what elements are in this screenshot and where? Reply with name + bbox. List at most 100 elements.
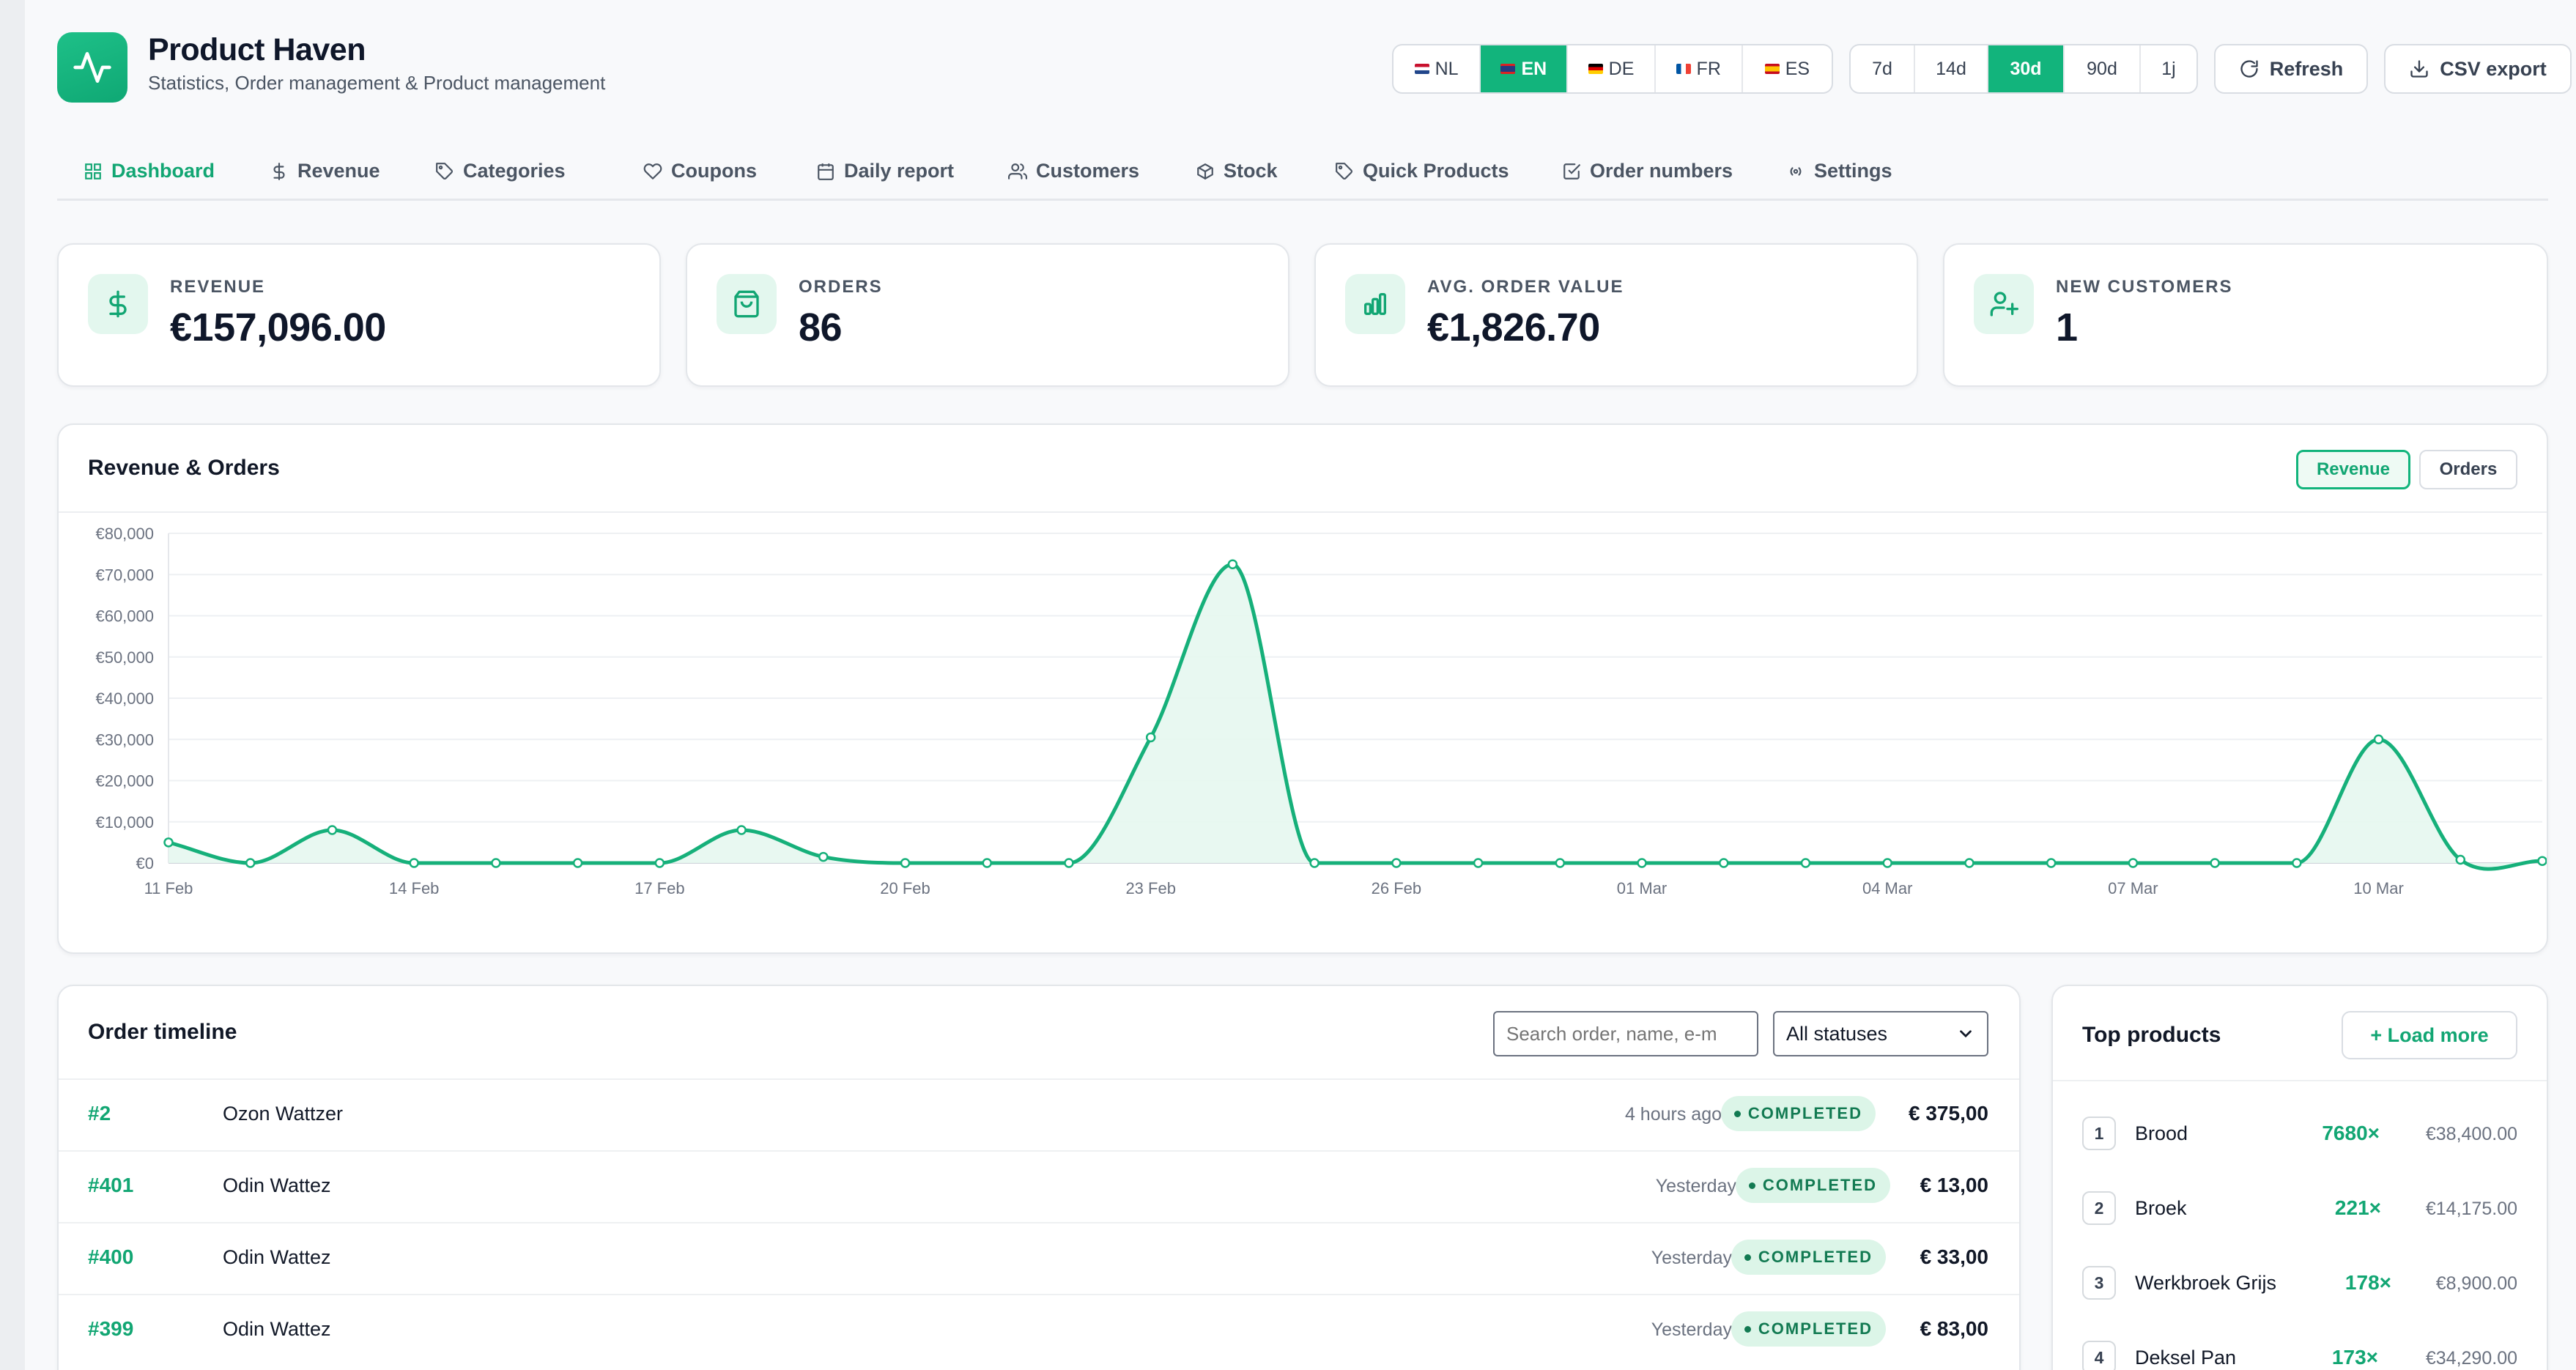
csv-export-button[interactable]: CSV export — [2384, 44, 2572, 94]
stat-card-avg-order: AVG. ORDER VALUE €1,826.70 — [1314, 243, 1918, 387]
order-number[interactable]: #400 — [88, 1245, 134, 1268]
revenue-point — [163, 837, 174, 848]
toggle-revenue-button[interactable]: Revenue — [2296, 450, 2410, 489]
y-tick-label: €30,000 — [95, 730, 154, 749]
order-customer: Odin Wattez — [223, 1246, 331, 1268]
order-row[interactable]: #400 Odin Wattez Yesterday COMPLETED € 3… — [59, 1222, 2019, 1294]
product-row[interactable]: 4 Deksel Pan 173× €34,290.00 — [2053, 1320, 2547, 1370]
tab-revenue-label: Revenue — [297, 160, 380, 182]
products-divider — [2053, 1080, 2547, 1081]
revenue-line — [168, 562, 2543, 871]
order-amount: € 375,00 — [1909, 1102, 1988, 1125]
lang-de-button[interactable]: DE — [1568, 45, 1656, 92]
lang-en-button[interactable]: EN — [1481, 45, 1569, 92]
status-text: COMPLETED — [1758, 1248, 1873, 1266]
range-14d-button[interactable]: 14d — [1915, 45, 1988, 92]
heart-icon — [643, 163, 662, 179]
revenue-point — [409, 858, 419, 868]
x-tick-label: 04 Mar — [1862, 879, 1912, 897]
refresh-icon — [2240, 60, 2258, 78]
order-number[interactable]: #399 — [88, 1317, 134, 1340]
lang-de-label: DE — [1608, 58, 1635, 79]
status-badge: COMPLETED — [1731, 1240, 1886, 1275]
top-products-card: Top products + Load more 1 Brood 7680× €… — [2051, 985, 2548, 1370]
csv-export-label: CSV export — [2440, 57, 2547, 80]
revenue-orders-card: Revenue & Orders Revenue Orders €0 €10,00… — [57, 423, 2548, 954]
revenue-point — [1064, 858, 1074, 868]
stat-value: €1,826.70 — [1427, 306, 1600, 349]
order-row[interactable]: #401 Odin Wattez Yesterday COMPLETED € 1… — [59, 1150, 2019, 1222]
y-tick-label: €0 — [136, 854, 154, 873]
tab-order-numbers[interactable]: Order numbers — [1562, 160, 1733, 182]
stat-label: NEW CUSTOMERS — [2056, 277, 2233, 297]
stat-card-orders: ORDERS 86 — [686, 243, 1289, 387]
order-number[interactable]: #401 — [88, 1174, 134, 1196]
range-30d-button[interactable]: 30d — [1988, 45, 2065, 92]
product-qty: 173× — [2331, 1346, 2378, 1369]
tab-settings[interactable]: Settings — [1786, 160, 1892, 182]
revenue-point — [2128, 858, 2139, 868]
range-1j-button[interactable]: 1j — [2161, 58, 2176, 79]
range-7d-button[interactable]: 7d — [1851, 45, 1915, 92]
revenue-point — [2537, 856, 2547, 866]
order-search-input[interactable] — [1493, 1011, 1758, 1056]
status-badge: COMPLETED — [1735, 1168, 1890, 1203]
revenue-point — [1637, 858, 1647, 868]
revenue-point — [2373, 734, 2384, 744]
tab-daily-report[interactable]: Daily report — [816, 160, 954, 182]
flag-fr-icon — [1676, 64, 1691, 74]
product-row[interactable]: 2 Broek 221× €14,175.00 — [2053, 1171, 2547, 1245]
order-row[interactable]: #2 Ozon Wattzer 4 hours ago COMPLETED € … — [59, 1078, 2019, 1150]
revenue-point — [900, 858, 911, 868]
lang-es-button[interactable]: ES — [1743, 45, 1832, 92]
product-name: Werkbroek Grijs — [2135, 1272, 2277, 1294]
main-tabs: Dashboard Revenue Categories Coupons Dai… — [57, 149, 2548, 201]
x-tick-label: 23 Feb — [1125, 879, 1176, 897]
tab-categories[interactable]: Categories — [435, 160, 566, 182]
revenue-point — [2455, 854, 2466, 865]
tab-daily-report-label: Daily report — [844, 160, 955, 182]
revenue-point — [736, 825, 747, 835]
users-icon — [1008, 163, 1027, 179]
app-root: Product Haven Statistics, Order manageme… — [25, 0, 2576, 1370]
order-customer: Odin Wattez — [223, 1318, 331, 1340]
x-tick-label: 20 Feb — [880, 879, 930, 897]
refresh-label: Refresh — [2269, 57, 2344, 80]
tab-coupons[interactable]: Coupons — [643, 160, 757, 182]
order-number[interactable]: #2 — [88, 1102, 111, 1125]
load-more-button[interactable]: + Load more — [2342, 1011, 2517, 1059]
revenue-point — [491, 858, 501, 868]
order-customer: Odin Wattez — [223, 1174, 331, 1196]
product-name: Brood — [2135, 1122, 2188, 1144]
lang-fr-button[interactable]: FR — [1656, 45, 1743, 92]
tab-quick-products[interactable]: Quick Products — [1335, 160, 1509, 182]
toggle-orders-button[interactable]: Orders — [2419, 450, 2517, 489]
order-time: Yesterday — [1651, 1319, 1732, 1340]
order-row[interactable]: #399 Odin Wattez Yesterday COMPLETED € 8… — [59, 1294, 2019, 1366]
product-name: Broek — [2135, 1197, 2187, 1219]
status-dot — [1744, 1325, 1751, 1333]
range-90d-button[interactable]: 90d — [2065, 45, 2141, 92]
product-row[interactable]: 3 Werkbroek Grijs 178× €8,900.00 — [2053, 1245, 2547, 1320]
dollar-icon — [109, 290, 127, 318]
tab-stock[interactable]: Stock — [1196, 160, 1278, 182]
revenue-chart: €0 €10,000 €20,000 €30,000 €40,000 €50,000 €60… — [95, 525, 2547, 897]
flag-en-icon — [1500, 64, 1516, 74]
stat-label: REVENUE — [170, 277, 266, 297]
product-name: Deksel Pan — [2135, 1347, 2237, 1369]
product-row[interactable]: 1 Brood 7680× €38,400.00 — [2053, 1096, 2547, 1171]
tab-dashboard[interactable]: Dashboard — [84, 160, 215, 182]
revenue-point — [1555, 858, 1566, 868]
status-filter-select[interactable]: All statuses — [1773, 1011, 1988, 1056]
tab-revenue[interactable]: Revenue — [270, 160, 380, 182]
lang-nl-button[interactable]: NL — [1394, 45, 1481, 92]
y-tick-label: €70,000 — [95, 566, 154, 584]
box-icon — [1197, 163, 1213, 179]
refresh-button[interactable]: Refresh — [2214, 44, 2368, 94]
stat-icon-box — [1974, 274, 2034, 334]
top-products-title: Top products — [2082, 1023, 2221, 1047]
product-revenue: €8,900.00 — [2435, 1273, 2517, 1294]
stat-icon-box — [1345, 274, 1405, 334]
revenue-point — [327, 825, 338, 835]
tab-customers[interactable]: Customers — [1008, 160, 1139, 182]
